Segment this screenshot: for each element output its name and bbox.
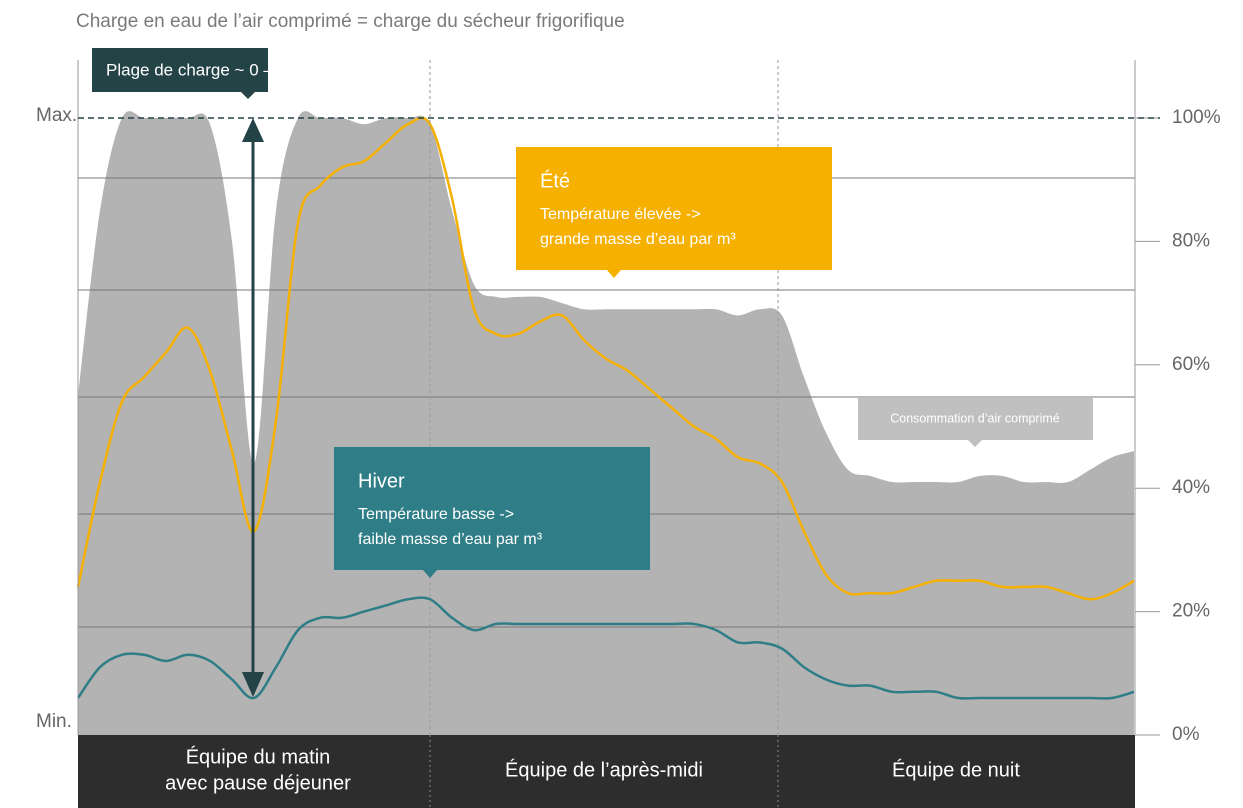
callout-pointer — [607, 270, 621, 278]
callout-box — [92, 48, 268, 92]
callout-pointer — [241, 92, 255, 99]
series-description: Température élevée -> — [540, 206, 701, 223]
callout-box — [516, 147, 832, 270]
callouts: Été Température élevée -> grande masse d’e… — [334, 147, 1093, 578]
callout-pointer — [968, 440, 982, 447]
range-arrow — [242, 118, 264, 697]
line-layer — [76, 116, 1135, 700]
callout-text: Plage de charge ~ 0 – 100 % — [106, 60, 326, 79]
y-tick-label: 0% — [1172, 724, 1200, 745]
series-name: Hiver — [358, 470, 405, 492]
line — [76, 116, 1135, 601]
callout-pointer — [423, 570, 437, 578]
shift-label: Équipe du matin — [186, 745, 331, 768]
series-name: Consommation d’air comprimé — [890, 411, 1060, 425]
shift-band — [78, 735, 1135, 808]
line — [76, 596, 1135, 700]
range-callout: Plage de charge ~ 0 – 100 % — [92, 48, 326, 99]
series-description: faible masse d’eau par m³ — [358, 531, 543, 548]
series-description: grande masse d’eau par m³ — [540, 231, 736, 248]
callout-box — [334, 447, 650, 570]
y-tick-label: 80% — [1172, 230, 1210, 251]
area — [78, 111, 1134, 736]
y-tick-label: 40% — [1172, 477, 1210, 498]
y-tick-label: 60% — [1172, 354, 1210, 375]
area-layer — [78, 111, 1134, 736]
callout-box — [858, 398, 1093, 440]
max-label: Max. — [36, 105, 77, 126]
chart-title: Charge en eau de l’air comprimé = charge… — [76, 11, 625, 32]
series-description: Température basse -> — [358, 506, 514, 523]
y-tick-label: 100% — [1172, 107, 1221, 128]
y-tick-label: 20% — [1172, 601, 1210, 622]
arrow-head — [242, 672, 264, 697]
shift-label: Équipe de nuit — [892, 758, 1020, 781]
arrow-head — [242, 118, 264, 142]
shift-label: avec pause déjeuner — [165, 772, 351, 794]
shift-label: Équipe de l’après-midi — [505, 758, 703, 781]
min-label: Min. — [36, 711, 72, 732]
series-name: Été — [540, 169, 570, 192]
